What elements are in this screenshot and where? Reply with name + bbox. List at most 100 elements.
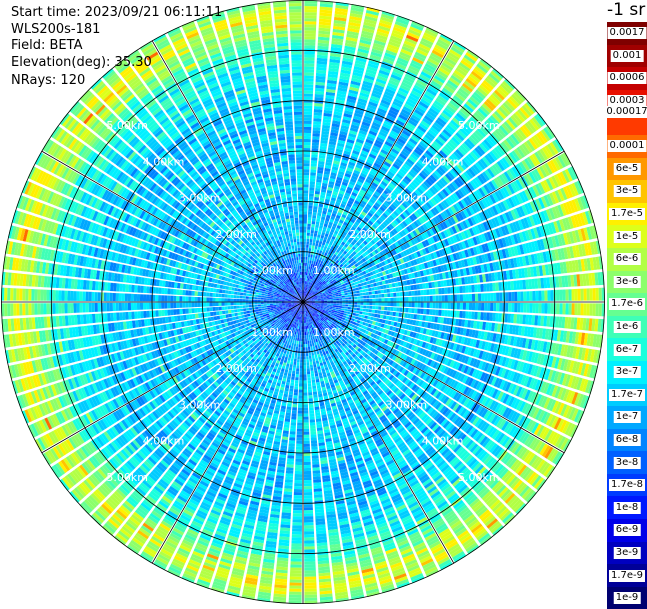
range-gate [321,303,324,304]
range-gate [304,121,312,124]
range-gate [307,230,310,233]
range-gate [433,296,436,302]
range-gate [374,287,378,291]
range-gate [304,193,309,196]
range-gate [311,248,314,251]
range-gate [353,310,356,313]
range-gate [394,302,397,306]
range-gate [427,296,430,301]
range-gate [307,266,309,269]
range-gate [316,240,319,244]
range-gate [304,21,316,24]
range-gate [568,303,571,315]
range-gate [345,295,348,297]
range-gate [305,269,307,272]
range-gate [309,245,312,248]
range-gate [369,291,372,294]
range-gate [333,305,336,307]
range-gate [445,295,448,301]
range-gate [384,298,387,302]
range-gate [339,302,342,304]
range-gate [346,314,349,317]
range-gate [303,242,306,245]
range-gate [310,239,313,242]
range-gate [313,236,316,239]
range-gate [550,290,553,301]
range-gate [342,298,345,300]
range-gate [313,212,317,215]
range-gate [421,296,424,301]
range-gate [304,94,313,97]
range-gate [412,297,415,302]
range-gate [306,248,309,251]
range-gate [304,69,314,72]
range-gate [399,308,402,312]
range-gate [304,184,309,187]
range-gate [333,304,336,306]
range-gate [381,290,384,294]
range-gate [366,306,369,309]
range-gate [559,290,562,301]
range-gate [369,306,372,309]
range-gate [363,305,366,308]
range-gate [304,278,305,281]
range-gate [381,306,384,310]
range-gate [330,304,333,305]
range-gate [306,245,309,248]
range-gate [393,307,396,311]
range-gate [314,115,322,119]
range-gate [336,295,339,297]
range-gate [348,297,351,299]
range-gate [354,308,357,311]
range-gate [305,272,306,275]
range-gate [312,142,319,146]
range-gate [321,300,324,301]
range-gate [306,242,309,245]
range-gate [303,217,307,220]
range-gate [357,296,360,299]
range-gate [490,303,493,311]
range-gate [565,303,568,314]
range-gate [514,303,517,312]
range-gate [303,208,307,211]
range-gate [360,299,363,302]
range-gate [318,303,321,304]
range-gate [333,307,336,309]
range-gate [330,297,333,299]
range-gate [459,311,463,318]
range-gate [307,236,310,239]
range-gate [357,293,360,296]
range-gate [357,299,360,301]
range-gate [377,314,381,318]
range-gate [375,310,378,314]
range-gate [305,278,306,281]
range-gate [309,248,312,251]
range-gate [369,295,372,298]
range-gate [596,303,599,316]
range-gate [384,294,387,298]
range-gate [390,302,393,306]
range-gate [421,303,424,308]
range-gate [520,303,523,312]
range-gate [427,303,430,308]
range-gate [387,307,390,311]
range-gate [483,312,487,320]
range-gate [360,305,363,308]
range-gate [413,285,417,290]
range-gate [399,313,403,318]
range-gate [544,303,547,314]
range-gate [311,154,318,158]
range-gate [341,293,344,295]
range-gate [309,260,311,263]
range-gate [420,309,423,314]
range-gate [310,233,313,236]
range-gate [313,118,321,122]
range-gate [338,294,341,296]
range-gate [426,289,429,295]
range-gate [400,302,403,306]
range-gate [357,308,360,311]
range-gate [312,145,319,149]
range-gate [369,309,372,312]
range-gate [441,288,444,294]
range-gate [405,308,408,313]
